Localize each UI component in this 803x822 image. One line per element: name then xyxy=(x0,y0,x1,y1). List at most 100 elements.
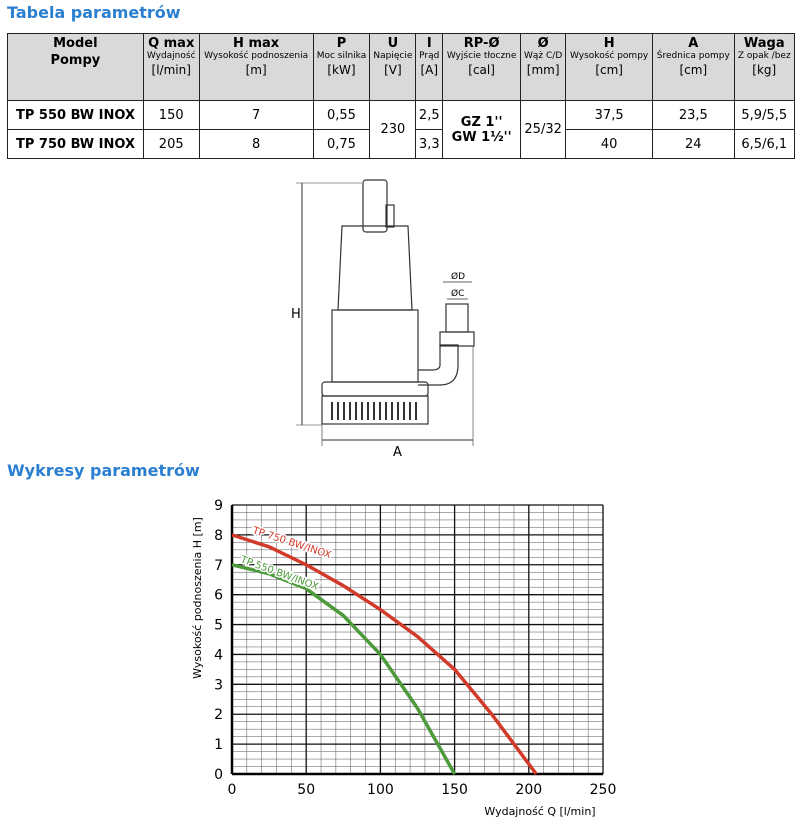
cell: 25/32 xyxy=(520,100,567,159)
outlet-pipe xyxy=(362,179,388,233)
header-unit: [A] xyxy=(420,63,439,78)
header-row: Model Pompy Q max Wydajność [l/min] H max Wyso… xyxy=(7,33,796,101)
x-tick-label: 50 xyxy=(297,782,315,798)
dim-label: ØD xyxy=(451,271,465,282)
header-desc: Napięcie xyxy=(373,50,413,61)
cell: 8 xyxy=(198,129,314,159)
header-cell: Q max Wydajność [l/min] xyxy=(142,33,200,101)
y-tick-label: 3 xyxy=(214,677,223,693)
header-unit: [cm] xyxy=(679,63,708,78)
slots xyxy=(331,402,417,420)
cell: 3,3 xyxy=(415,129,444,159)
header-cell: Waga Z opak /bez [kg] xyxy=(733,33,796,101)
header-unit: [kg] xyxy=(752,63,777,78)
y-tick-label: 4 xyxy=(214,647,223,663)
header-cell: RP-Ø Wyjście tłoczne [cal] xyxy=(442,33,522,101)
table-title: Tabela parametrów xyxy=(7,3,181,22)
cell: TP 550 BW INOX xyxy=(7,100,144,130)
dim-label: ØC xyxy=(451,288,464,299)
y-tick-label: 6 xyxy=(214,588,223,604)
elbow xyxy=(418,344,459,386)
x-axis-title: Wydajność Q [l/min] xyxy=(484,805,595,818)
header-unit: [l/min] xyxy=(151,63,191,78)
series-line xyxy=(231,533,538,776)
header-desc: Pompy xyxy=(50,52,101,68)
dim-label: H xyxy=(291,307,301,322)
y-tick-label: 7 xyxy=(214,558,223,574)
cell: 0,75 xyxy=(312,129,371,159)
header-unit: [kW] xyxy=(327,63,356,78)
header-name: RP-Ø xyxy=(463,36,500,51)
header-name: A xyxy=(688,36,699,51)
header-cell: I Prąd [A] xyxy=(415,33,444,101)
cell-line: GW 1½'' xyxy=(451,129,512,145)
chart: 0 50 100 150 200 250 0 1 2 3 4 5 6 7 8 9 Wydajność Q [l/… xyxy=(191,498,616,818)
header-cell: Ø Wąż C/D [mm] xyxy=(520,33,567,101)
header-name: Q max xyxy=(148,36,195,51)
header-cell: A Średnica pompy [cm] xyxy=(652,33,735,101)
strainer-slots xyxy=(331,402,417,420)
y-tick-label: 2 xyxy=(214,707,223,723)
cell: 40 xyxy=(565,129,654,159)
x-tick-label: 150 xyxy=(441,782,468,798)
cell: 24 xyxy=(652,129,735,159)
y-tick-label: 1 xyxy=(214,737,223,753)
header-desc: Prąd xyxy=(419,50,440,61)
body xyxy=(331,309,419,383)
header-cell: H max Wysokość podnoszenia [m] xyxy=(198,33,314,101)
row: TP 550 BW INOX 150 7 0,55 230 2,5 GZ 1''… xyxy=(7,100,796,159)
header-desc: Wysokość pompy xyxy=(570,50,649,61)
cell: 7 xyxy=(198,100,314,130)
header-desc: Średnica pompy xyxy=(656,50,730,61)
header-name: Waga xyxy=(743,36,785,51)
cable xyxy=(385,204,395,228)
row: TP 750 BW INOX 205 8 0,75 3,3 40 24 6,5/… xyxy=(7,129,796,159)
parameter-table: Model Pompy Q max Wydajność [l/min] H max Wyso… xyxy=(7,33,796,159)
y-axis-title: Wysokość podnoszenia H [m] xyxy=(191,517,204,679)
header-desc: Wyjście tłoczne xyxy=(446,50,517,61)
hose-nozzle xyxy=(445,303,469,333)
header-name: P xyxy=(336,36,347,51)
cell: 6,5/6,1 xyxy=(733,129,796,159)
cell: GZ 1'' GW 1½'' xyxy=(442,100,522,159)
header-unit: [m] xyxy=(245,63,267,78)
header-desc: Wąż C/D xyxy=(524,50,563,61)
header-name: Ø xyxy=(537,36,549,51)
y-tick-label: 9 xyxy=(214,498,223,514)
chart-section-title: Wykresy parametrów xyxy=(7,461,200,480)
header-unit: [cal] xyxy=(468,63,495,78)
strainer xyxy=(321,395,429,425)
x-tick-label: 200 xyxy=(515,782,542,798)
x-tick-label: 100 xyxy=(367,782,394,798)
y-tick-label: 8 xyxy=(214,528,223,544)
header-desc: Wydajność xyxy=(146,50,196,61)
nut xyxy=(439,331,475,347)
header-cell: U Napięcie [V] xyxy=(369,33,417,101)
header-cell: P Moc silnika [kW] xyxy=(312,33,371,101)
x-tick-label: 0 xyxy=(228,782,237,798)
header-name: H xyxy=(603,36,615,51)
base xyxy=(321,381,429,397)
motor xyxy=(337,225,413,311)
header-desc: Wysokość podnoszenia xyxy=(204,50,309,61)
header-unit: [mm] xyxy=(526,63,560,78)
y-tick-label: 0 xyxy=(214,767,223,783)
pump-diagram xyxy=(296,179,475,446)
cell: TP 750 BW INOX xyxy=(7,129,144,159)
series-line xyxy=(231,563,457,775)
header-unit: [cm] xyxy=(595,63,623,78)
header-desc: Z opak /bez xyxy=(737,50,791,61)
header-unit: [V] xyxy=(384,63,402,78)
header-desc: Moc silnika xyxy=(316,50,367,61)
header-name: U xyxy=(387,36,399,51)
y-tick-label: 5 xyxy=(214,618,223,634)
cell: 205 xyxy=(142,129,200,159)
x-tick-label: 250 xyxy=(590,782,617,798)
cell: 230 xyxy=(369,100,417,159)
dim-label: A xyxy=(393,445,402,460)
header-name: Model xyxy=(53,36,98,51)
header-name: H max xyxy=(233,36,280,51)
cell-line: GZ 1'' xyxy=(460,114,503,130)
